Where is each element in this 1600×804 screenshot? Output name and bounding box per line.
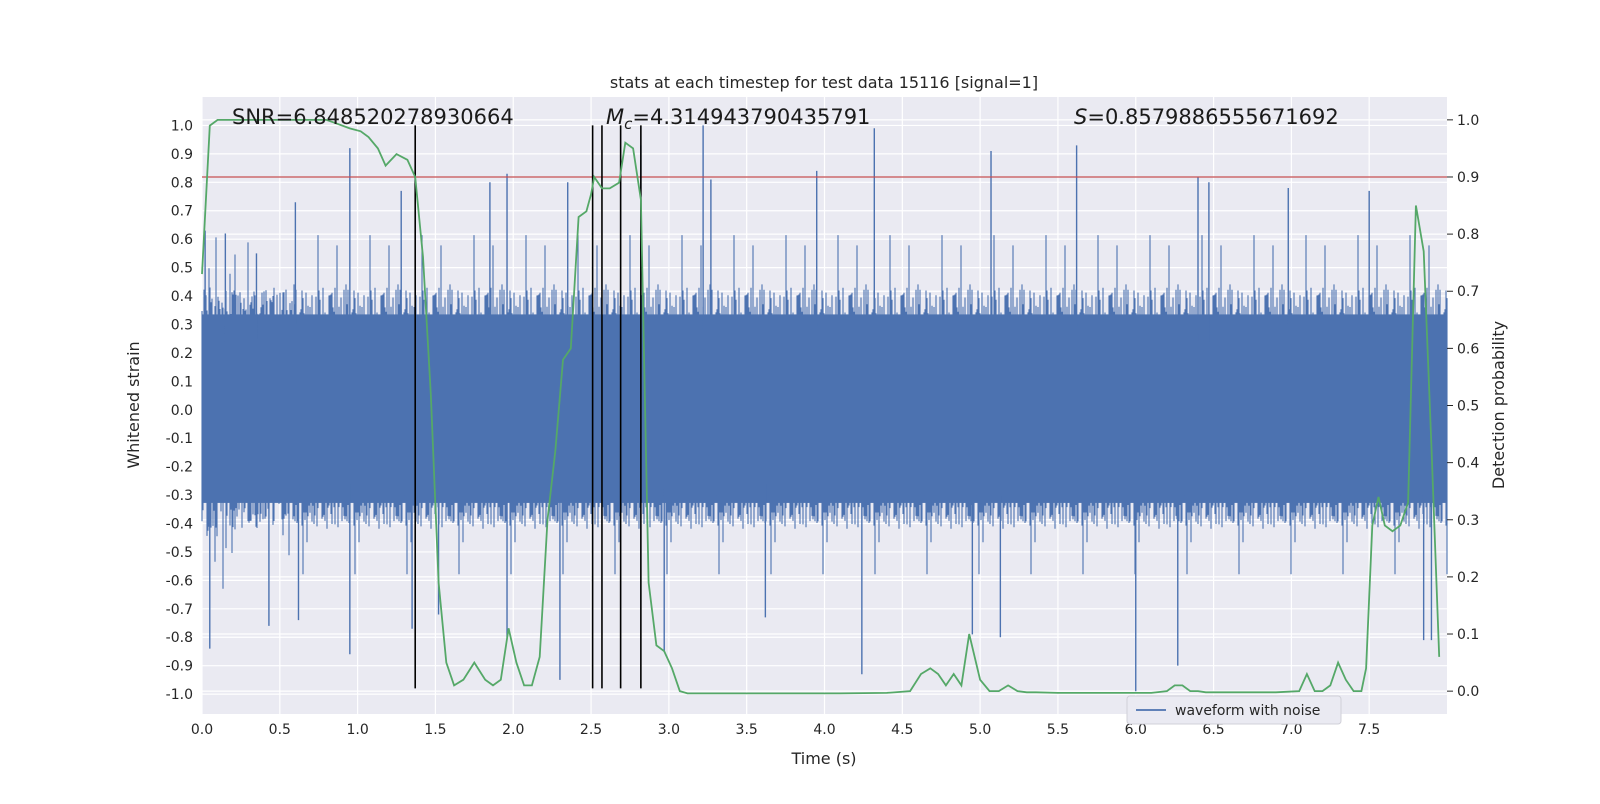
x-tick-label: 4.5 [891,722,913,738]
y-tick-label: -0.2 [166,460,193,476]
chirp-mass-value: =4.314943790435791 [632,105,870,129]
x-tick-label: 6.5 [1202,722,1224,738]
y-right-tick-label: 0.7 [1457,284,1479,300]
y-right-tick-label: 1.0 [1457,113,1479,129]
y-tick-label: 0.5 [171,261,193,277]
detection-probability-line [201,119,1441,695]
score-value: =0.8579886555671692 [1087,105,1338,129]
y-tick-label: -0.9 [166,659,193,675]
x-tick-label: 7.5 [1358,722,1380,738]
y-right-tick-label: 0.5 [1457,399,1479,415]
snr-annotation: SNR=6.848520278930664 [232,105,514,129]
y-right-tick-label: 0.2 [1457,570,1479,586]
waveform-trace [201,235,1448,589]
y-tick-label: 0.3 [171,317,193,333]
y-tick-label: 0.7 [171,204,193,220]
x-tick-label: 1.5 [424,722,446,738]
y-tick-label: 0.1 [171,374,193,390]
y-right-tick-label: 0.0 [1457,684,1479,700]
y-tick-label: 0.6 [171,232,193,248]
y-tick-label: -1.0 [166,687,193,703]
x-tick-label: 7.0 [1280,722,1302,738]
x-tick-label: 2.5 [580,722,602,738]
x-tick-label: 3.0 [658,722,680,738]
y-tick-label: 0.9 [171,147,193,163]
score-symbol: S [1074,105,1087,129]
legend: waveform with noise [1126,695,1342,725]
y-tick-label: 0.2 [171,346,193,362]
chirp-mass-annotation: Mc=4.314943790435791 [606,105,870,133]
y-right-tick-label: 0.8 [1457,227,1479,243]
chirp-mass-subscript: c [624,115,633,133]
y-right-axis-label: Detection probability [1489,321,1508,489]
x-axis-ticks: 0.0 0.5 1.0 1.5 2.0 2.5 3.0 3.5 4.0 4.5 5.0 5.5 6.0 6… [191,722,1380,738]
x-tick-label: 6.0 [1125,722,1147,738]
probability-layer [201,119,1441,695]
x-tick-label: 5.0 [969,722,991,738]
y-right-tick-label: 0.6 [1457,341,1479,357]
x-tick-label: 3.5 [736,722,758,738]
y-right-tick-label: 0.9 [1457,170,1479,186]
y-tick-label: -0.3 [166,488,193,504]
y-right-axis-ticks: 1.0 0.9 0.8 0.7 0.6 0.5 0.4 0.3 0.2 0.1 0.0 [1447,113,1479,700]
x-tick-label: 1.0 [346,722,368,738]
y-tick-label: -0.1 [166,431,193,447]
y-tick-label: -0.8 [166,630,193,646]
y-right-tick-label: 0.3 [1457,513,1479,529]
y-tick-label: 0.8 [171,175,193,191]
x-tick-label: 0.0 [191,722,213,738]
y-right-tick-label: 0.1 [1457,627,1479,643]
chart-title: stats at each timestep for test data 151… [610,73,1038,92]
chirp-mass-symbol: M [606,105,624,129]
waveform-layer [201,125,1448,692]
y-tick-label: -0.7 [166,602,193,618]
x-axis-label: Time (s) [790,749,856,768]
legend-label-waveform: waveform with noise [1175,703,1320,719]
y-right-tick-label: 0.4 [1457,456,1479,472]
y-tick-label: -0.4 [166,516,193,532]
y-tick-label: -0.5 [166,545,193,561]
x-tick-label: 4.0 [813,722,835,738]
x-tick-label: 2.0 [502,722,524,738]
y-axis-ticks: 1.0 0.9 0.8 0.7 0.6 0.5 0.4 0.3 0.2 0.1 0.0 -0.1 -0.… [166,118,193,703]
y-tick-label: -0.6 [166,573,193,589]
y-axis-label: Whitened strain [124,341,143,468]
y-tick-label: 0.0 [171,403,193,419]
y-tick-label: 1.0 [171,118,193,134]
legend-box [1126,695,1342,725]
score-annotation: S=0.8579886555671692 [1074,105,1339,129]
x-tick-label: 0.5 [269,722,291,738]
x-tick-label: 5.5 [1047,722,1069,738]
y-tick-label: 0.4 [171,289,193,305]
